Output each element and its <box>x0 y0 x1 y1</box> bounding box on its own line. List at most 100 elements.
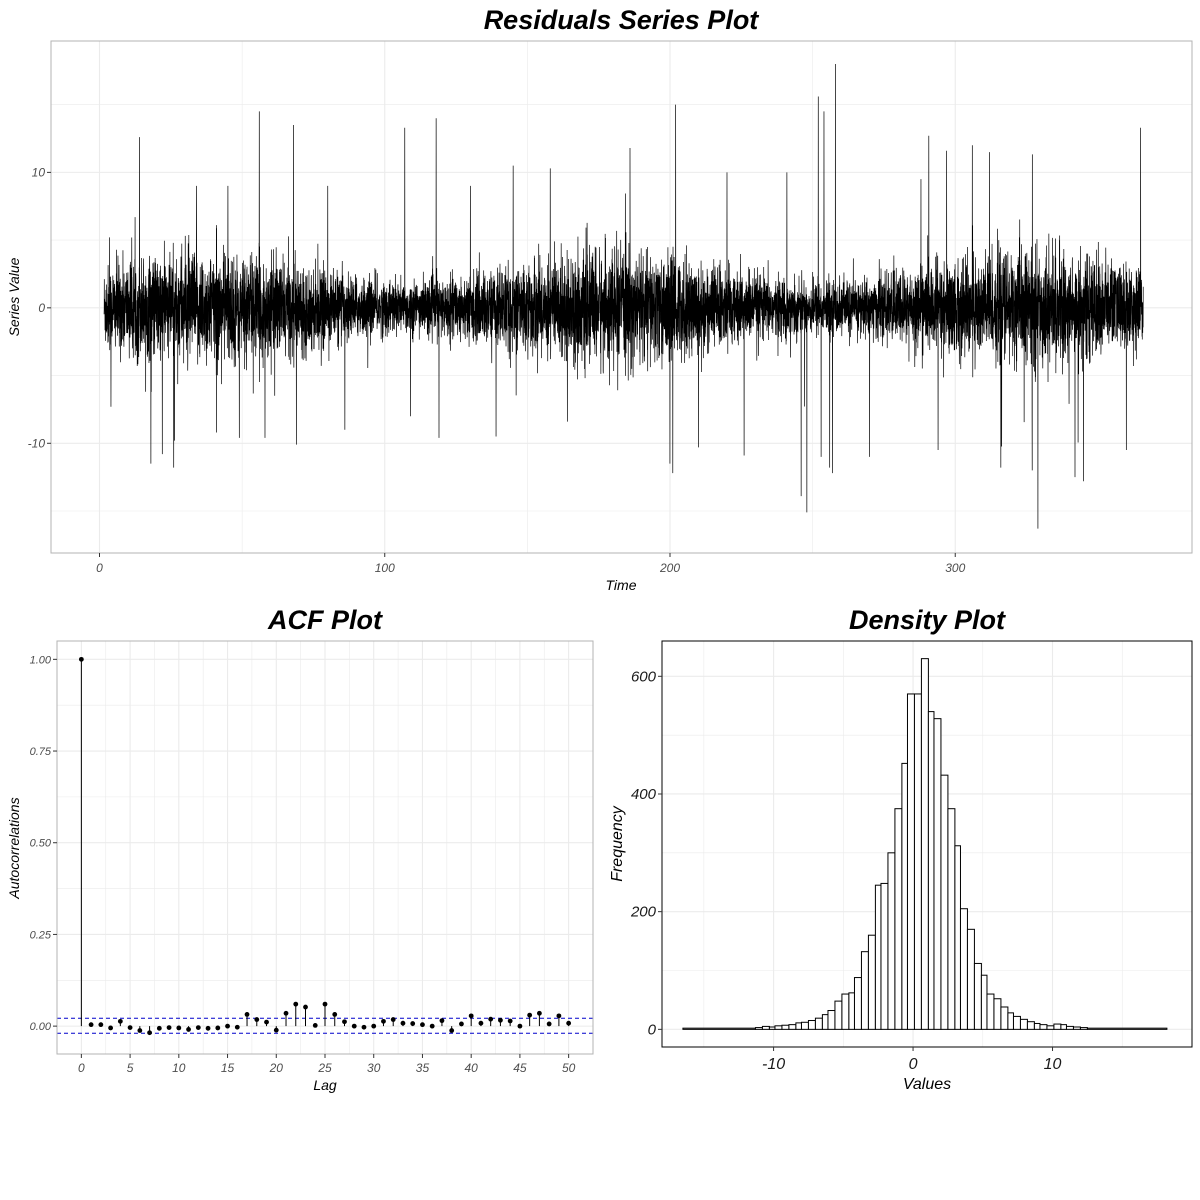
residuals-y-tick-label: 0 <box>38 301 45 315</box>
density-histogram-bar <box>795 1022 802 1030</box>
density-histogram-bar <box>887 852 896 1030</box>
acf-point <box>371 1023 377 1029</box>
acf-point <box>410 1021 416 1026</box>
residuals-series-path <box>103 64 1144 529</box>
residuals-panel-border <box>50 40 1193 554</box>
density-x-axis-label: Values <box>903 1076 951 1093</box>
acf-point <box>283 1010 289 1016</box>
acf-plot: ACF Plot 0 5 10 15 20 25 30 35 40 45 50 0.00 0.25 0.5… <box>6 605 594 1093</box>
residuals-y-axis-label: Series Value <box>6 257 22 336</box>
density-histogram-bar <box>920 658 929 1030</box>
acf-point <box>88 1022 94 1028</box>
density-histogram-bar <box>1019 1018 1028 1030</box>
acf-point <box>507 1018 513 1024</box>
density-histogram-bar <box>768 1026 776 1030</box>
acf-y-axis-label: Autocorrelations <box>6 797 22 899</box>
residuals-x-tick-label: 200 <box>659 561 680 575</box>
acf-x-tick-label: 10 <box>172 1061 186 1075</box>
density-histogram-bar <box>821 1014 829 1030</box>
residuals-x-tick-label: 100 <box>375 561 395 575</box>
density-histogram-bar <box>867 934 876 1030</box>
density-histogram-bar <box>754 1027 763 1030</box>
acf-point <box>98 1022 104 1028</box>
acf-y-tick-label: 0.75 <box>30 746 52 758</box>
density-histogram-bar <box>927 711 935 1030</box>
residuals-y-tick-label: -10 <box>28 436 46 450</box>
acf-point <box>108 1025 113 1031</box>
residuals-tick-labels: 0 100 200 300 -10 0 10 <box>28 165 966 575</box>
density-histogram-bar <box>901 762 908 1030</box>
density-histogram-bar <box>1007 1012 1014 1030</box>
density-histogram-bar <box>954 845 961 1030</box>
acf-point <box>429 1023 435 1029</box>
density-histogram-bar <box>1000 1006 1009 1030</box>
density-histogram-bar <box>1072 1026 1081 1030</box>
density-histogram-bar <box>1053 1023 1062 1030</box>
acf-lollipops <box>78 656 572 1036</box>
acf-x-tick-label: 0 <box>78 1061 85 1075</box>
density-histogram-bar <box>1065 1025 1074 1030</box>
residuals-y-tick-label: 10 <box>32 165 46 179</box>
acf-point <box>498 1017 503 1023</box>
density-histogram-bar <box>1012 1015 1021 1030</box>
acf-point <box>205 1025 211 1031</box>
acf-point <box>78 656 84 662</box>
acf-point <box>439 1018 445 1024</box>
acf-point <box>527 1012 533 1018</box>
acf-point <box>273 1027 279 1033</box>
acf-point <box>293 1001 299 1007</box>
density-y-axis-label: Frequency <box>609 805 626 882</box>
residuals-x-axis-label: Time <box>606 577 637 593</box>
density-histogram-bar <box>800 1021 809 1030</box>
acf-point <box>156 1025 162 1031</box>
acf-point <box>244 1011 250 1017</box>
acf-point <box>361 1024 367 1030</box>
residuals-series-line <box>103 64 1144 529</box>
density-x-tick-label: -10 <box>762 1056 785 1073</box>
acf-point <box>254 1017 260 1022</box>
density-histogram-bar <box>1079 1027 1088 1030</box>
acf-point <box>137 1028 143 1033</box>
density-histogram-bar <box>1033 1022 1041 1030</box>
density-histogram-bar <box>913 693 922 1030</box>
acf-point <box>556 1013 562 1019</box>
acf-point <box>449 1028 455 1033</box>
density-histogram-bar <box>841 993 850 1030</box>
residuals-x-tick-label: 0 <box>96 561 103 575</box>
acf-x-tick-label: 35 <box>416 1061 430 1075</box>
density-x-tick-label: 10 <box>1044 1056 1062 1073</box>
acf-x-tick-label: 5 <box>127 1061 134 1075</box>
density-histogram-bar <box>959 908 968 1030</box>
density-histogram-bar <box>827 1010 836 1030</box>
acf-point <box>390 1017 396 1022</box>
density-histogram-bar <box>774 1025 783 1030</box>
density-histogram-bar <box>860 951 869 1030</box>
acf-point <box>332 1011 338 1017</box>
residuals-x-tick-label: 300 <box>945 561 965 575</box>
acf-x-tick-label: 40 <box>465 1061 479 1075</box>
acf-x-tick-label: 30 <box>367 1061 381 1075</box>
density-histogram-bar <box>947 808 956 1030</box>
density-histogram-bar <box>761 1025 770 1030</box>
density-histogram-bar <box>966 928 975 1030</box>
acf-point <box>478 1020 484 1026</box>
residuals-plot-title: Residuals Series Plot <box>484 5 760 35</box>
acf-point <box>147 1030 152 1036</box>
acf-tick-labels: 0 5 10 15 20 25 30 35 40 45 50 0.00 0.25 0.50 0.75 1.00 <box>30 654 576 1075</box>
acf-point <box>234 1024 240 1030</box>
density-panel-border <box>661 640 1193 1048</box>
acf-point <box>117 1018 123 1024</box>
acf-point <box>225 1023 230 1029</box>
acf-point <box>264 1019 269 1025</box>
density-histogram-bar <box>807 1020 816 1030</box>
acf-x-axis-label: Lag <box>313 1077 337 1093</box>
density-histogram-bar <box>894 808 903 1030</box>
density-histogram-bar <box>940 774 949 1030</box>
acf-point <box>303 1004 308 1010</box>
acf-plot-title: ACF Plot <box>267 605 383 635</box>
density-y-tick-label: 400 <box>631 786 657 803</box>
density-histogram-bar <box>1086 1027 1168 1030</box>
density-y-tick-label: 600 <box>631 668 657 685</box>
